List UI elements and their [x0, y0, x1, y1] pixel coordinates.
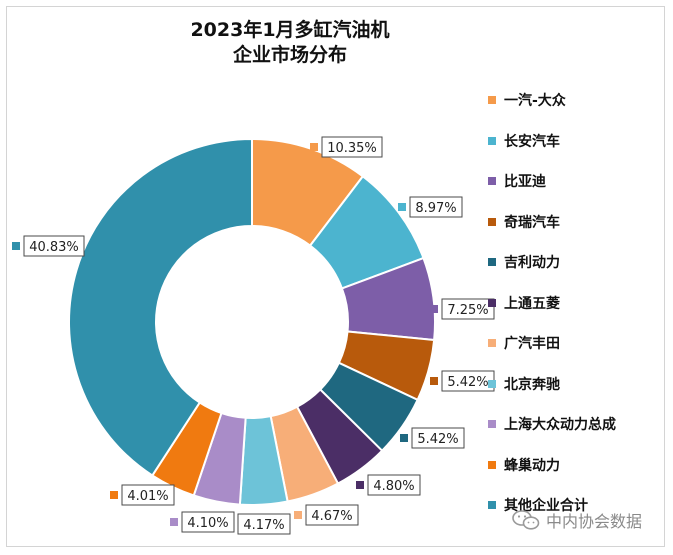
- legend-swatch: [488, 177, 496, 186]
- data-label-6: 4.80%: [356, 474, 421, 496]
- legend-swatch: [488, 420, 496, 429]
- data-label-text: 4.80%: [373, 479, 414, 494]
- data-label-text: 5.42%: [447, 375, 488, 390]
- legend-swatch: [488, 339, 496, 348]
- legend-label: 其他企业合计: [504, 498, 588, 515]
- legend-item: 北京奔驰: [488, 364, 663, 405]
- data-label-marker: [12, 242, 20, 250]
- legend-swatch: [488, 217, 496, 226]
- legend-label: 一汽-大众: [504, 93, 566, 110]
- data-label-text: 4.01%: [127, 489, 168, 504]
- data-label-box: [305, 504, 359, 526]
- data-label-text: 10.35%: [327, 141, 377, 156]
- legend-label: 比亚迪: [504, 174, 546, 191]
- legend-item: 上海大众动力总成: [488, 404, 663, 445]
- data-label-5: 5.42%: [400, 427, 465, 449]
- data-label-text: 4.17%: [243, 518, 284, 533]
- legend-swatch: [488, 460, 496, 469]
- data-label-marker: [356, 481, 364, 489]
- data-label-box: [181, 511, 235, 533]
- legend-item: 吉利动力: [488, 242, 663, 283]
- legend-swatch: [488, 379, 496, 388]
- legend-label: 广汽丰田: [504, 336, 560, 353]
- data-label-box: [367, 474, 421, 496]
- data-label-text: 40.83%: [29, 240, 79, 255]
- data-label-marker: [170, 518, 178, 526]
- data-label-text: 7.25%: [447, 303, 488, 318]
- data-label-marker: [110, 491, 118, 499]
- data-label-marker: [294, 511, 302, 519]
- data-label-box: [23, 235, 85, 257]
- chart-title-line1: 2023年1月多缸汽油机: [190, 19, 390, 41]
- legend-swatch: [488, 96, 496, 105]
- data-label-2: 8.97%: [398, 196, 463, 218]
- data-label-box: [321, 136, 383, 158]
- legend-label: 上海大众动力总成: [504, 417, 616, 434]
- data-label-marker: [430, 377, 438, 385]
- legend-swatch: [488, 136, 496, 145]
- data-label-box: [409, 196, 463, 218]
- data-label-9: 4.10%: [170, 511, 235, 533]
- data-label-marker: [310, 143, 318, 151]
- data-label-7: 4.67%: [294, 504, 359, 526]
- legend-item: 比亚迪: [488, 161, 663, 202]
- data-label-box: [121, 484, 175, 506]
- data-label-marker: [400, 434, 408, 442]
- data-label-marker: [398, 203, 406, 211]
- watermark: 中内协会数据: [512, 508, 642, 532]
- legend-label: 北京奔驰: [504, 376, 560, 393]
- data-label-11: 40.83%: [12, 235, 85, 257]
- legend-item: 上通五菱: [488, 283, 663, 324]
- legend-item: 其他企业合计: [488, 485, 663, 526]
- legend-label: 上通五菱: [504, 295, 560, 312]
- data-label-text: 8.97%: [415, 201, 456, 216]
- chart-title: 2023年1月多缸汽油机 企业市场分布: [0, 18, 580, 68]
- data-label-box: [441, 298, 495, 320]
- data-label-box: [237, 513, 291, 535]
- legend-label: 奇瑞汽车: [504, 214, 560, 231]
- data-label-text: 4.10%: [187, 516, 228, 531]
- chart-legend: 一汽-大众长安汽车比亚迪奇瑞汽车吉利动力上通五菱广汽丰田北京奔驰上海大众动力总成…: [488, 80, 663, 526]
- data-label-1: 10.35%: [310, 136, 383, 158]
- legend-swatch: [488, 501, 496, 510]
- data-label-4: 5.42%: [430, 370, 495, 392]
- data-label-8: 4.17%: [226, 513, 291, 535]
- watermark-text: 中内协会数据: [546, 512, 643, 531]
- data-label-box: [411, 427, 465, 449]
- legend-swatch: [488, 298, 496, 307]
- legend-swatch: [488, 258, 496, 267]
- wechat-icon: [512, 510, 540, 530]
- legend-item: 长安汽车: [488, 121, 663, 162]
- legend-item: 广汽丰田: [488, 323, 663, 364]
- legend-item: 一汽-大众: [488, 80, 663, 121]
- legend-item: 奇瑞汽车: [488, 202, 663, 243]
- legend-item: 蜂巢动力: [488, 445, 663, 486]
- legend-label: 长安汽车: [504, 133, 560, 150]
- data-label-marker: [430, 305, 438, 313]
- data-label-text: 4.67%: [311, 509, 352, 524]
- data-label-3: 7.25%: [430, 298, 495, 320]
- legend-label: 蜂巢动力: [504, 457, 560, 474]
- legend-label: 吉利动力: [504, 255, 560, 272]
- data-label-10: 4.01%: [110, 484, 175, 506]
- data-label-text: 5.42%: [417, 432, 458, 447]
- donut-slice-11: [68, 137, 253, 477]
- chart-title-line2: 企业市场分布: [232, 44, 347, 66]
